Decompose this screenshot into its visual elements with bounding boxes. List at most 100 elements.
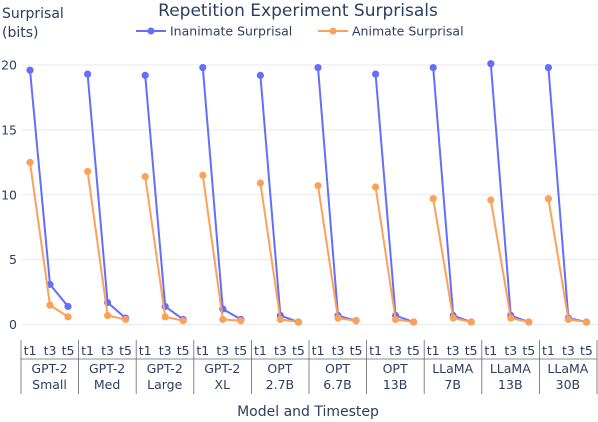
data-point[interactable] [26, 66, 34, 74]
x-tick-timestep: t5 [292, 343, 305, 358]
x-tick-timestep: t5 [407, 343, 420, 358]
x-tick-timestep: t5 [62, 343, 75, 358]
x-tick-timestep: t5 [234, 343, 247, 358]
x-tick-model-family: OPT [267, 361, 292, 376]
data-point[interactable] [276, 315, 284, 324]
data-point[interactable] [564, 315, 573, 324]
x-tick-model-family: GPT-2 [31, 361, 67, 376]
series-line [29, 162, 69, 318]
series-animate [26, 158, 591, 326]
y-tick-label: 15 [1, 122, 17, 137]
x-tick-model-size: Large [147, 377, 182, 392]
x-tick-timestep: t1 [427, 343, 440, 358]
data-point[interactable] [582, 318, 591, 326]
data-point[interactable] [46, 301, 54, 309]
x-tick-model-family: OPT [383, 361, 408, 376]
x-tick-model-size: XL [215, 377, 231, 392]
series-line [86, 73, 127, 319]
x-tick-timestep: t1 [81, 343, 94, 358]
legend-label-inanimate: Inanimate Surprisal [170, 24, 292, 39]
series-line [29, 70, 69, 308]
data-point[interactable] [141, 173, 149, 181]
data-point[interactable] [429, 195, 437, 203]
x-tick-timestep: t1 [369, 343, 382, 358]
data-point[interactable] [26, 158, 34, 166]
x-tick-timestep: t3 [389, 343, 402, 358]
legend-label-animate: Animate Surprisal [352, 24, 464, 39]
x-tick-timestep: t3 [101, 343, 114, 358]
x-tick-timestep: t1 [196, 343, 209, 358]
data-point[interactable] [314, 182, 322, 190]
data-point[interactable] [544, 63, 553, 72]
x-tick-model-size: 13B [383, 377, 407, 392]
x-tick-model-family: OPT [325, 361, 350, 376]
x-tick-timestep: t5 [580, 343, 593, 358]
x-tick-timestep: t3 [447, 343, 460, 358]
data-point[interactable] [544, 195, 553, 203]
data-point[interactable] [84, 70, 92, 78]
series-line [374, 73, 414, 323]
data-point[interactable] [487, 196, 495, 204]
data-point[interactable] [352, 317, 360, 325]
data-point[interactable] [525, 318, 533, 326]
data-point[interactable] [467, 318, 475, 326]
y-tick-label: 0 [9, 317, 17, 332]
data-point[interactable] [487, 60, 495, 68]
x-tick-model-family: LLaMA [432, 361, 473, 376]
chart-title: Repetition Experiment Surprisals [158, 1, 438, 21]
data-point[interactable] [256, 179, 264, 187]
series-line [201, 67, 242, 321]
data-point[interactable] [64, 313, 72, 321]
x-tick-timestep: t1 [542, 343, 555, 358]
x-tick-model-size: Small [32, 377, 67, 392]
x-tick-model-family: LLaMA [490, 361, 531, 376]
x-tick-model-size: 2.7B [266, 377, 294, 392]
data-point[interactable] [84, 167, 92, 176]
data-point[interactable] [64, 302, 72, 311]
data-point[interactable] [449, 314, 457, 322]
series-line [144, 75, 184, 321]
x-tick-timestep: t3 [504, 343, 517, 358]
y-axis-label-line1: Surprisal [2, 6, 64, 22]
x-tick-model-family: GPT-2 [147, 361, 183, 376]
x-axis-label: Model and Timestep [237, 404, 379, 420]
y-tick-label: 10 [1, 187, 17, 202]
data-point[interactable] [392, 315, 400, 324]
x-tick-model-size: Med [94, 377, 120, 392]
data-point[interactable] [141, 71, 149, 79]
y-axis-label-line2: (bits) [2, 25, 38, 41]
data-point[interactable] [199, 63, 207, 72]
x-tick-timestep: t5 [465, 343, 478, 358]
data-point[interactable] [294, 318, 302, 326]
x-tick-timestep: t1 [484, 343, 497, 358]
legend-item-animate[interactable]: Animate Surprisal [318, 24, 464, 39]
x-tick-model-size: 6.7B [323, 377, 351, 392]
data-point[interactable] [314, 63, 322, 72]
series-line [259, 75, 299, 323]
x-tick-model-family: LLaMA [547, 361, 588, 376]
data-point[interactable] [334, 314, 342, 322]
x-tick-model-size: 30B [556, 377, 580, 392]
data-point[interactable] [372, 183, 380, 191]
x-tick-timestep: t1 [254, 343, 267, 358]
data-point[interactable] [199, 171, 207, 179]
x-tick-timestep: t3 [562, 343, 575, 358]
data-point[interactable] [161, 313, 169, 321]
data-point[interactable] [237, 317, 245, 325]
data-point[interactable] [507, 314, 515, 322]
data-point[interactable] [372, 70, 380, 78]
x-tick-model-size: 13B [498, 377, 522, 392]
series-line [317, 67, 357, 322]
x-tick-timestep: t3 [216, 343, 229, 358]
data-point[interactable] [410, 318, 418, 326]
data-point[interactable] [104, 311, 112, 320]
data-point[interactable] [429, 63, 437, 72]
data-point[interactable] [179, 317, 187, 325]
data-point[interactable] [256, 71, 264, 79]
x-tick-timestep: t5 [522, 343, 535, 358]
legend-item-inanimate[interactable]: Inanimate Surprisal [136, 24, 292, 39]
data-point[interactable] [219, 315, 227, 324]
data-point[interactable] [122, 315, 130, 324]
x-tick-timestep: t3 [159, 343, 172, 358]
